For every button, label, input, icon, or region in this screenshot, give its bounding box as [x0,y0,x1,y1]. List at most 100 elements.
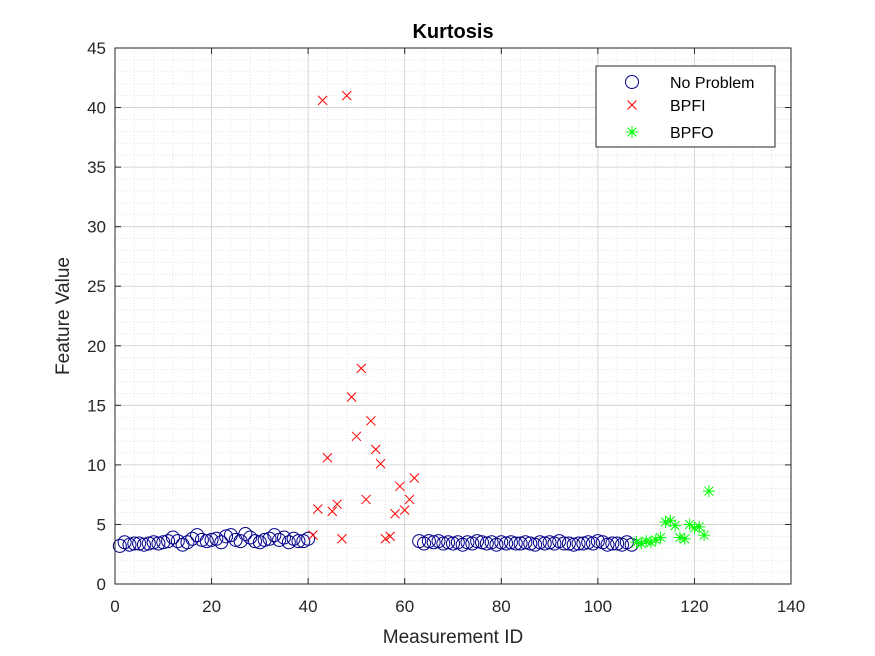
data-point [395,481,405,492]
data-point [426,535,441,550]
data-point [605,536,620,551]
data-point [199,534,214,549]
data-point [301,531,316,546]
data-point [317,95,328,106]
data-point [624,537,639,552]
data-point [421,534,436,549]
series-bpfi [308,90,420,544]
data-point [375,458,386,469]
data-point [180,535,195,550]
data-point [542,535,557,550]
data-point [243,530,258,545]
data-point [312,504,323,514]
legend: No Problem BPFI BPFO [595,65,776,148]
data-point [537,536,552,551]
chart-title: Kurtosis [412,21,493,43]
legend-box [595,65,776,148]
data-point [518,535,533,550]
y-tick-label: 20 [87,337,106,356]
grid [114,47,792,585]
data-point [308,530,318,541]
x-tick-label: 80 [492,597,511,616]
data-point [390,508,400,519]
data-point [185,531,200,546]
data-point [702,485,715,498]
data-point [204,532,219,547]
y-tick-label: 30 [87,218,106,237]
data-point [346,392,357,402]
y-tick-label: 45 [87,39,106,58]
data-point [127,536,142,551]
data-point [351,431,362,442]
data-point [664,514,677,527]
data-point [513,536,528,551]
data-point [470,534,485,549]
data-point [132,536,147,551]
data-point [600,537,615,552]
data-point [366,415,376,426]
data-point [688,522,701,535]
data-point [238,526,253,541]
data-point [209,531,224,546]
data-point [281,535,296,550]
data-point [322,452,333,463]
data-point [673,531,686,544]
data-point [151,536,166,551]
ticks: 0 20 40 60 80 100 120 140 0 5 10 15 20 25 30 35 40 45 [87,39,805,616]
data-point [581,535,596,550]
data-point [654,531,667,544]
data-point [262,531,277,546]
data-point [494,535,509,550]
data-point [474,535,489,550]
y-tick-label: 5 [97,515,106,534]
data-point [337,533,347,544]
legend-markers [625,75,639,138]
data-point [380,533,391,544]
data-point [361,494,371,505]
data-point [332,499,342,510]
x-tick-label: 120 [680,597,708,616]
data-point [479,536,494,551]
x-tick-label: 40 [299,597,318,616]
data-point [248,534,263,549]
data-point [136,537,151,552]
data-point [194,532,209,547]
data-series [112,90,715,553]
data-point [561,536,576,551]
data-point [161,534,176,549]
data-point [446,536,460,551]
data-point [141,536,156,551]
x-axis-label: Measurement ID [383,627,523,648]
data-point [233,534,248,549]
data-point [460,535,475,550]
data-point [385,531,396,542]
data-point [165,530,180,545]
series-no-problem [112,526,639,553]
legend-marker [625,75,639,89]
data-point [409,473,420,483]
y-tick-label: 15 [87,396,106,415]
y-axis-label: Feature Value [53,257,74,375]
data-point [678,532,691,545]
data-point [291,534,306,549]
data-point [644,536,657,549]
data-point [523,536,538,551]
data-point [669,519,682,532]
data-point [659,516,672,529]
data-point [327,506,338,517]
data-point [610,536,625,551]
data-point [693,520,706,533]
legend-label-bpfo: BPFO [670,125,714,142]
x-tick-label: 0 [110,597,119,616]
data-point [557,536,572,551]
data-point [683,518,696,531]
data-point [356,363,367,374]
legend-marker [626,126,638,138]
x-tick-label: 100 [584,597,612,616]
data-point [441,535,456,550]
y-tick-label: 25 [87,277,106,296]
data-point [277,530,291,545]
data-point [590,534,605,549]
y-tick-label: 10 [87,456,106,475]
